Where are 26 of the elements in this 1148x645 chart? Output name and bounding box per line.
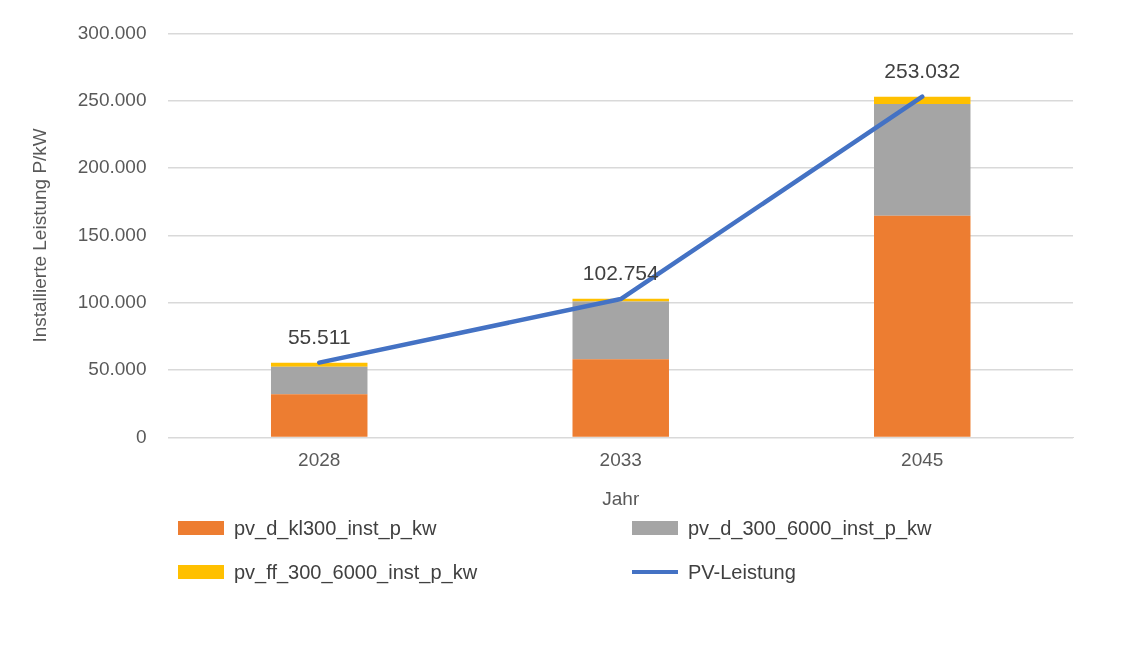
bar — [572, 359, 669, 437]
y-axis-title: Installierte Leistung P/kW — [28, 128, 50, 343]
data-label: 253.032 — [884, 58, 961, 82]
bar — [874, 215, 971, 437]
bar — [270, 394, 368, 437]
legend-label: pv_d_kl300_inst_p_kw — [234, 516, 437, 540]
y-tick-label: 50.000 — [88, 358, 147, 380]
x-tick-label: 2045 — [901, 449, 944, 471]
x-axis-title: Jahr — [602, 487, 640, 509]
bar — [572, 301, 669, 360]
legend-label: pv_d_300_6000_inst_p_kw — [688, 516, 932, 540]
legend-label: pv_ff_300_6000_inst_p_kw — [234, 560, 478, 584]
y-tick-label: 150.000 — [77, 223, 147, 245]
bar — [874, 104, 971, 216]
bar — [270, 366, 368, 395]
y-tick-label: 250.000 — [77, 88, 147, 110]
data-label: 102.754 — [582, 261, 660, 285]
y-tick-label: 100.000 — [77, 290, 147, 312]
bar — [270, 362, 368, 367]
x-tick-label: 2033 — [599, 449, 642, 471]
legend-label: PV-Leistung — [688, 560, 796, 584]
y-tick-label: 200.000 — [77, 156, 147, 178]
y-tick-label: 300.000 — [77, 21, 147, 43]
data-label: 55.511 — [287, 324, 351, 348]
x-tick-label: 2028 — [298, 449, 341, 471]
y-tick-label: 0 — [135, 425, 147, 447]
